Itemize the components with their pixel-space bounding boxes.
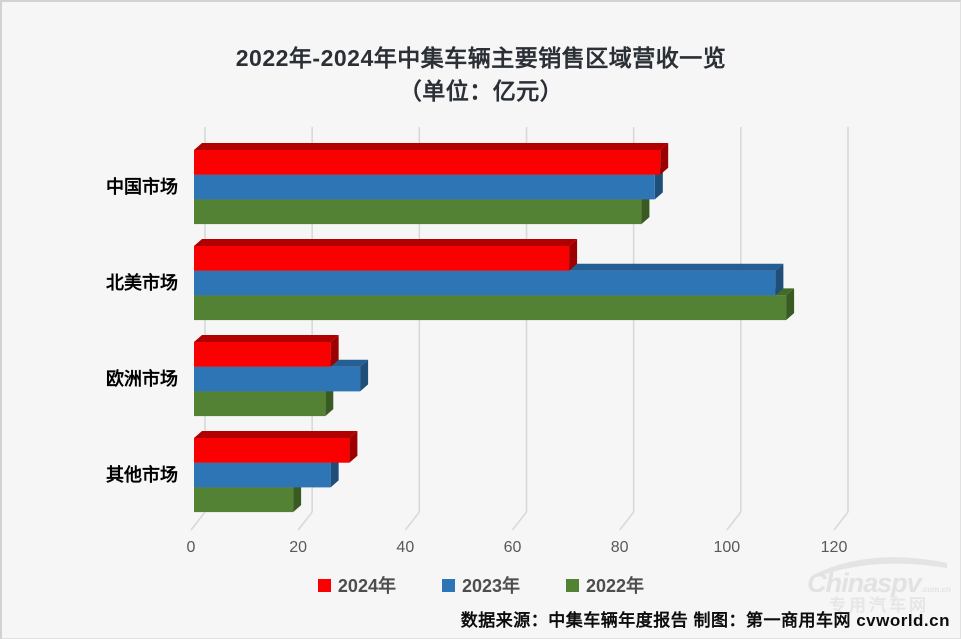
bar-2024年-中国市场 — [194, 150, 661, 175]
bar-2023年-欧洲市场 — [194, 366, 361, 392]
x-tick-label-120: 120 — [821, 539, 848, 556]
chart-subtitle: （单位：亿元） — [398, 78, 564, 104]
gridline-foot-120 — [833, 511, 849, 531]
bar-2023年-中国市场 — [194, 174, 655, 200]
chart-title-block: 2022年-2024年中集车辆主要销售区域营收一览 （单位：亿元） — [2, 42, 960, 108]
bar-2022年-欧洲市场 — [194, 391, 326, 417]
bar-side-2022年-其他市场 — [293, 480, 302, 513]
bar-side-2024年-欧洲市场 — [330, 335, 339, 367]
bar-2023年-其他市场 — [194, 462, 331, 488]
legend-item-2022: 2022年 — [566, 572, 644, 598]
bar-top-2024年-北美市场 — [194, 239, 578, 246]
gridline-foot-100 — [726, 511, 742, 531]
watermark-swoosh-icon — [813, 557, 947, 577]
bar-side-2023年-中国市场 — [654, 167, 663, 200]
bar-side-2022年-北美市场 — [786, 288, 795, 321]
watermark-subtitle: 专用汽车网 — [829, 596, 929, 615]
x-tick-label-20: 20 — [289, 539, 307, 556]
x-tick-label-100: 100 — [713, 539, 740, 556]
watermark-suffix: .com.cn — [920, 585, 951, 594]
x-tick-label-80: 80 — [611, 539, 629, 556]
bar-2022年-中国市场 — [194, 199, 642, 225]
x-tick-label-0: 0 — [187, 539, 196, 556]
bar-2024年-北美市场 — [194, 246, 570, 271]
legend-item-2024: 2024年 — [317, 572, 396, 598]
gridline-foot-40 — [404, 511, 420, 531]
bar-side-2024年-其他市场 — [349, 431, 358, 463]
bar-2024年-其他市场 — [194, 438, 350, 463]
bar-2022年-其他市场 — [194, 487, 294, 513]
bar-top-2024年-中国市场 — [194, 143, 669, 150]
bar-side-2023年-欧洲市场 — [360, 359, 369, 392]
watermark: Chinaspv.com.cn 专用汽车网 — [804, 555, 954, 614]
bar-top-2024年-其他市场 — [194, 431, 358, 438]
chart-title: 2022年-2024年中集车辆主要销售区域营收一览 — [235, 45, 727, 71]
category-label-欧洲市场: 欧洲市场 — [106, 368, 178, 389]
chart-legend: 2024年 2023年 2022年 — [2, 572, 960, 598]
legend-label-2022: 2022年 — [586, 576, 645, 596]
x-tick-label-40: 40 — [396, 539, 414, 556]
bar-top-2024年-欧洲市场 — [194, 335, 339, 342]
source-credit: 数据来源：中集车辆年度报告 制图：第一商用车网 cvworld.cn — [460, 611, 950, 630]
legend-swatch-2023 — [441, 578, 455, 592]
category-label-其他市场: 其他市场 — [106, 464, 178, 485]
bar-side-2022年-欧洲市场 — [325, 384, 334, 417]
bar-2024年-欧洲市场 — [194, 342, 331, 367]
legend-item-2023: 2023年 — [441, 572, 521, 598]
gridline-foot-80 — [619, 511, 635, 531]
category-label-北美市场: 北美市场 — [106, 272, 178, 293]
bar-side-2023年-其他市场 — [330, 455, 339, 488]
legend-label-2024: 2024年 — [337, 576, 396, 596]
bar-side-2024年-北美市场 — [569, 239, 578, 271]
legend-label-2023: 2023年 — [461, 576, 521, 596]
bar-side-2022年-中国市场 — [641, 192, 650, 225]
x-tick-label-60: 60 — [504, 539, 522, 556]
bar-2022年-北美市场 — [194, 295, 787, 321]
gridline-foot-20 — [297, 511, 313, 531]
bar-side-2023年-北美市场 — [775, 263, 784, 296]
legend-swatch-2024 — [317, 578, 331, 592]
bar-side-2024年-中国市场 — [660, 143, 669, 175]
category-label-中国市场: 中国市场 — [106, 176, 178, 197]
watermark-brand: Chinaspv — [807, 568, 922, 598]
legend-swatch-2022 — [566, 578, 580, 592]
gridline-foot-0 — [190, 511, 206, 531]
bar-2023年-北美市场 — [194, 270, 776, 296]
gridline-foot-60 — [511, 511, 528, 531]
